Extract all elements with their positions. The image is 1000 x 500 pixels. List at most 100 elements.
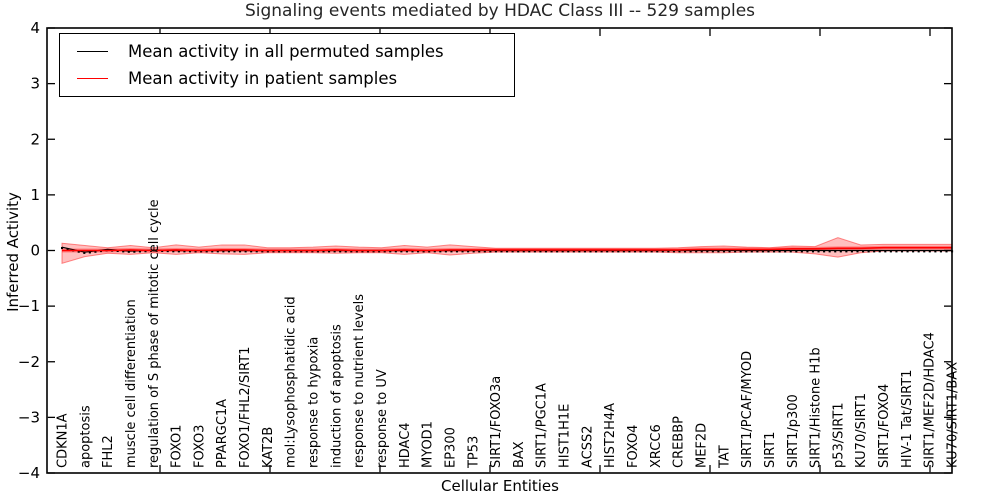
permuted-sample-marker — [344, 250, 347, 253]
x-category-label: SIRT1/Histone H1b — [809, 347, 824, 468]
y-tick-label: 3 — [30, 75, 40, 93]
permuted-sample-marker — [88, 251, 91, 254]
permuted-sample-marker — [739, 250, 742, 253]
permuted-sample-marker — [622, 250, 625, 253]
y-tick-label: −1 — [18, 297, 40, 315]
permuted-sample-marker — [467, 250, 470, 253]
permuted-sample-marker — [200, 250, 203, 253]
x-category-label: response to hypoxia — [307, 337, 322, 468]
permuted-sample-marker — [355, 250, 358, 253]
permuted-sample-marker — [589, 250, 592, 253]
x-category-label: XRCC6 — [649, 424, 664, 468]
permuted-sample-marker — [300, 250, 303, 253]
permuted-sample-marker — [939, 250, 942, 253]
x-category-label: CREBBP — [672, 416, 687, 468]
permuted-sample-marker — [244, 250, 247, 253]
permuted-sample-marker — [923, 250, 926, 253]
permuted-sample-marker — [472, 250, 475, 253]
permuted-sample-marker — [639, 250, 642, 253]
permuted-sample-marker — [122, 250, 125, 253]
permuted-sample-marker — [784, 250, 787, 253]
permuted-sample-marker — [778, 250, 781, 253]
x-category-label: SIRT1/PCAF/MYOD — [740, 351, 755, 468]
permuted-sample-marker — [633, 250, 637, 253]
permuted-sample-marker — [689, 250, 692, 253]
patient-mean-line — [62, 246, 952, 252]
legend-swatch-permuted-line — [77, 51, 108, 52]
permuted-sample-marker — [600, 250, 603, 253]
permuted-sample-marker — [728, 250, 731, 253]
permuted-sample-marker — [617, 250, 620, 253]
permuted-sample-marker — [328, 250, 331, 253]
permuted-sample-marker — [906, 250, 909, 253]
permuted-sample-marker — [533, 250, 536, 253]
permuted-sample-marker — [177, 250, 180, 253]
x-category-label: mol:Lysophosphatidic acid — [284, 296, 299, 468]
permuted-sample-marker — [934, 250, 937, 253]
legend-label-patient: Mean activity in patient samples — [128, 69, 398, 88]
permuted-sample-marker — [900, 250, 904, 253]
permuted-sample-marker — [411, 250, 414, 253]
x-category-label: SIRT1/MEF2D/HDAC4 — [923, 332, 938, 468]
permuted-sample-marker — [311, 250, 314, 253]
permuted-sample-marker — [316, 250, 319, 253]
x-category-label: SIRT1/p300 — [786, 394, 801, 468]
x-category-label: TP53 — [466, 436, 481, 469]
permuted-sample-marker — [917, 250, 920, 253]
x-category-label: SIRT1/PGC1A — [535, 383, 550, 468]
x-category-label: MEF2D — [694, 423, 709, 468]
x-category-label: CDKN1A — [56, 413, 71, 468]
x-category-label: FOXO4 — [626, 425, 641, 468]
permuted-sample-marker — [539, 250, 542, 253]
permuted-sample-marker — [850, 250, 853, 253]
x-category-label: PPARGC1A — [215, 399, 230, 468]
permuted-sample-marker — [266, 250, 269, 253]
permuted-sample-marker — [528, 250, 531, 253]
y-tick-label: −2 — [18, 353, 40, 371]
permuted-sample-marker — [656, 250, 659, 253]
permuted-sample-marker — [517, 250, 520, 253]
permuted-sample-marker — [500, 250, 503, 253]
x-category-label: EP300 — [443, 427, 458, 468]
permuted-sample-marker — [578, 250, 581, 253]
permuted-sample-marker — [461, 250, 464, 253]
permuted-sample-marker — [722, 250, 726, 253]
permuted-sample-marker — [895, 250, 898, 253]
permuted-sample-marker — [455, 250, 459, 253]
permuted-sample-marker — [361, 250, 364, 253]
x-category-label: HIST2H4A — [603, 403, 618, 468]
permuted-sample-marker — [912, 250, 915, 253]
permuted-sample-marker — [867, 250, 870, 253]
permuted-sample-marker — [261, 250, 264, 253]
permuted-sample-marker — [255, 250, 258, 253]
permuted-sample-marker — [773, 250, 776, 253]
x-category-label: TAT — [717, 445, 732, 469]
permuted-sample-marker — [400, 250, 403, 253]
permuted-sample-marker — [378, 250, 381, 253]
permuted-sample-marker — [889, 250, 892, 253]
permuted-sample-marker — [233, 250, 236, 253]
x-category-label: response to UV — [375, 369, 390, 468]
permuted-sample-marker — [750, 250, 753, 253]
x-category-label: KU70/SIRT1 — [854, 393, 869, 468]
chart-title: Signaling events mediated by HDAC Class … — [244, 1, 756, 21]
permuted-sample-marker — [583, 250, 586, 253]
permuted-sample-marker — [450, 250, 453, 253]
permuted-sample-marker — [227, 250, 230, 253]
permuted-sample-marker — [66, 248, 69, 251]
permuted-sample-marker — [478, 250, 481, 253]
permuted-sample-marker — [239, 250, 242, 253]
x-category-label: SIRT1/FOXO4 — [877, 384, 892, 468]
permuted-sample-marker — [828, 250, 831, 253]
x-category-label: BAX — [512, 441, 527, 468]
permuted-sample-marker — [389, 250, 392, 253]
permuted-sample-marker — [678, 250, 681, 253]
permuted-sample-marker — [489, 250, 492, 253]
permuted-sample-marker — [138, 250, 141, 253]
permuted-sample-marker — [672, 250, 675, 253]
permuted-sample-marker — [695, 250, 698, 253]
permuted-sample-marker — [272, 250, 275, 253]
permuted-sample-marker — [339, 250, 342, 253]
x-category-label: muscle cell differentiation — [124, 299, 139, 468]
permuted-sample-marker — [945, 250, 948, 253]
